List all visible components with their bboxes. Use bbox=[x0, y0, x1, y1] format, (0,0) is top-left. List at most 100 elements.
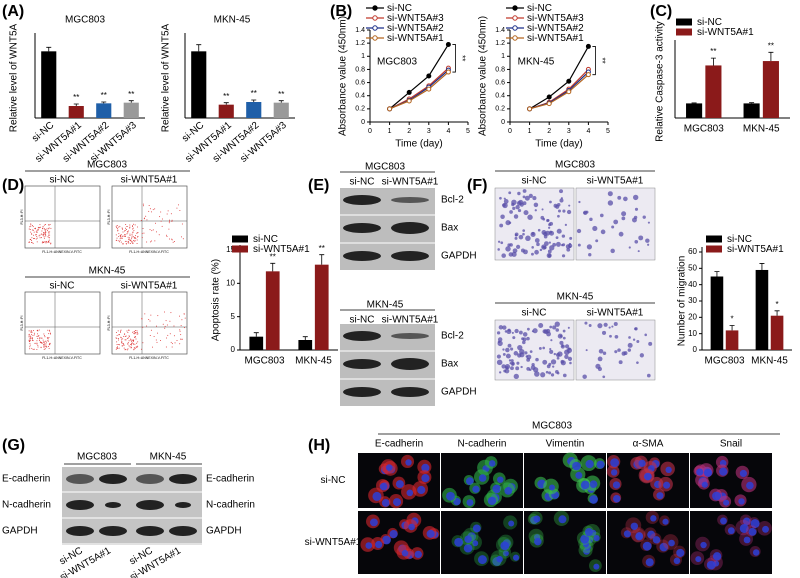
cell bbox=[623, 196, 628, 202]
cell bbox=[496, 354, 501, 359]
significance: ** bbox=[223, 92, 229, 101]
flow-dot bbox=[120, 241, 122, 243]
flow-dot bbox=[134, 333, 136, 335]
nucleus bbox=[642, 541, 652, 551]
cell bbox=[561, 344, 564, 348]
error-bar bbox=[302, 336, 308, 340]
nucleus bbox=[580, 534, 590, 544]
cell bbox=[522, 229, 526, 232]
flow-dot bbox=[29, 336, 31, 338]
band-label: Bax bbox=[441, 359, 458, 370]
flow-dot bbox=[130, 347, 132, 349]
cell bbox=[507, 343, 512, 348]
cell bbox=[549, 347, 552, 351]
flow-dot bbox=[47, 241, 49, 243]
cell bbox=[648, 341, 653, 346]
bar bbox=[705, 65, 722, 118]
bar bbox=[743, 103, 760, 118]
cell bbox=[533, 202, 539, 208]
cell bbox=[499, 196, 502, 200]
legend-marker bbox=[512, 35, 518, 41]
cell bbox=[567, 356, 573, 361]
flow-dot bbox=[28, 333, 30, 335]
flow-dot bbox=[31, 237, 33, 239]
cell bbox=[617, 195, 622, 200]
cell bbox=[510, 366, 514, 371]
flow-dot bbox=[31, 333, 33, 335]
flow-dot bbox=[131, 342, 133, 344]
flow-dot bbox=[49, 231, 51, 233]
nucleus bbox=[454, 537, 464, 547]
flow-dot bbox=[150, 329, 152, 331]
nucleus bbox=[585, 459, 594, 469]
flow-dot bbox=[134, 332, 136, 334]
cell bbox=[564, 223, 567, 227]
flow-y-label: FL3-H::PI bbox=[107, 315, 111, 330]
group-label: MGC803 bbox=[532, 421, 572, 432]
legend-marker bbox=[512, 5, 518, 11]
flow-dot bbox=[130, 343, 132, 345]
flow-dot bbox=[42, 342, 44, 344]
nucleus bbox=[662, 518, 669, 525]
flow-x-label: FL1-H::ANNEXIN-V-FITC bbox=[42, 250, 82, 254]
nucleus bbox=[720, 517, 727, 525]
flow-dot bbox=[43, 237, 45, 239]
cell bbox=[601, 330, 607, 335]
flow-dot bbox=[174, 342, 176, 344]
marker bbox=[445, 69, 451, 75]
flow-dot bbox=[30, 335, 32, 337]
flow-dot bbox=[149, 208, 151, 210]
flow-dot bbox=[128, 335, 130, 337]
flow-dot bbox=[50, 227, 52, 229]
legend-label: si-WNT5A#1 bbox=[387, 33, 444, 44]
flow-dot bbox=[132, 226, 134, 228]
bar bbox=[725, 330, 739, 350]
cell bbox=[611, 325, 614, 328]
cell bbox=[613, 219, 619, 225]
flow-dot bbox=[50, 333, 52, 335]
flow-dot bbox=[43, 233, 45, 235]
flow-dot bbox=[124, 234, 126, 236]
flow-dot bbox=[122, 228, 124, 230]
y-tick-label: 0.8 bbox=[495, 66, 505, 73]
flow-dot bbox=[132, 343, 134, 345]
flow-dot bbox=[129, 237, 131, 239]
flow-dot bbox=[133, 347, 135, 349]
legend-swatch bbox=[706, 245, 722, 253]
flow-dot bbox=[47, 231, 49, 233]
error-bar bbox=[714, 271, 720, 277]
legend-label: si-NC bbox=[697, 17, 722, 28]
nucleus bbox=[478, 474, 487, 482]
nucleus bbox=[727, 527, 735, 535]
cell bbox=[524, 351, 528, 355]
cell bbox=[554, 321, 560, 327]
y-tick-label: 1.2 bbox=[495, 40, 505, 47]
flow-dot bbox=[116, 225, 118, 227]
cell bbox=[516, 244, 521, 249]
cell bbox=[526, 327, 530, 331]
nucleus bbox=[405, 459, 412, 466]
flow-dot bbox=[150, 211, 152, 213]
nucleus bbox=[589, 480, 598, 489]
flow-dot bbox=[117, 348, 119, 350]
flow-dot bbox=[160, 340, 162, 342]
flow-y-label: FL3-H::PI bbox=[107, 209, 111, 224]
error-bar bbox=[101, 101, 107, 104]
cell bbox=[592, 225, 598, 232]
x-tick-label: 5 bbox=[466, 128, 470, 135]
flow-dot bbox=[141, 237, 143, 239]
flow-dot bbox=[172, 241, 174, 243]
flow-dot bbox=[29, 339, 31, 341]
flow-dot bbox=[120, 234, 122, 236]
condition-label: si-WNT5A#1 bbox=[587, 176, 644, 187]
flow-dot bbox=[116, 334, 118, 336]
flow-dot bbox=[28, 241, 30, 243]
significance: * bbox=[775, 300, 778, 309]
flow-dot bbox=[124, 235, 126, 237]
flow-dot bbox=[165, 337, 167, 339]
cell bbox=[513, 214, 519, 219]
flow-dot bbox=[118, 233, 120, 235]
flow-dot bbox=[44, 336, 46, 338]
flow-dot bbox=[48, 237, 50, 239]
cell bbox=[607, 191, 613, 197]
